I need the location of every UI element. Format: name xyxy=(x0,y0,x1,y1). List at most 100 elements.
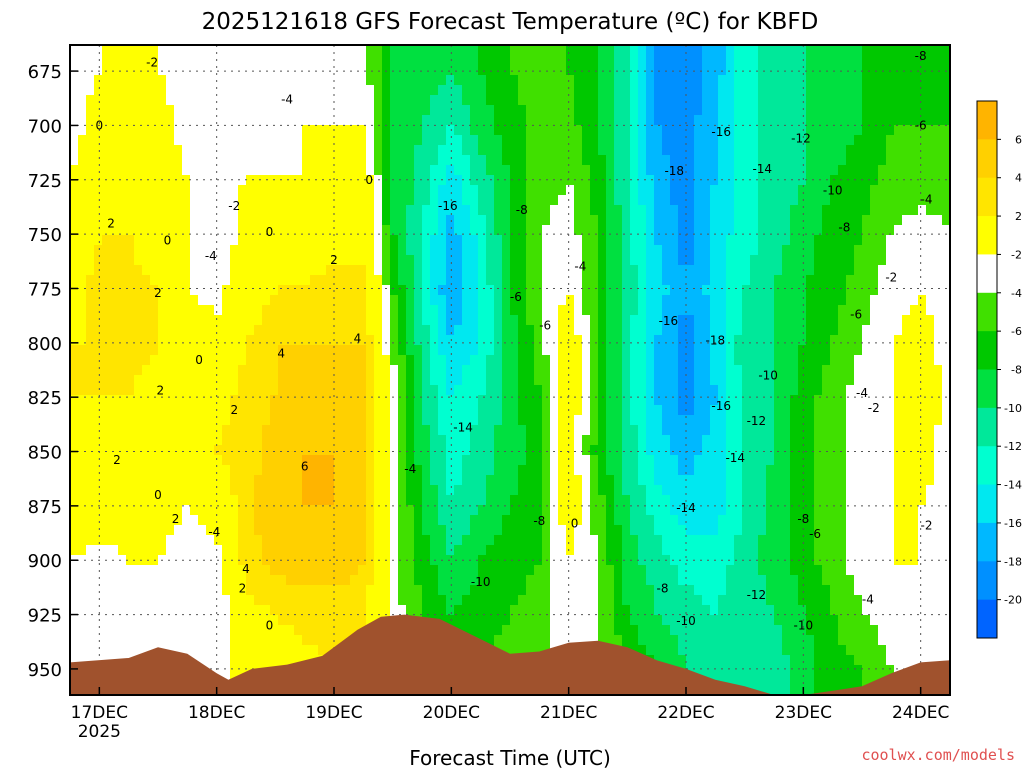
temperature-cell xyxy=(206,355,215,366)
temperature-cell xyxy=(238,325,247,336)
temperature-cell xyxy=(630,175,639,186)
temperature-cell xyxy=(670,405,679,416)
temperature-cell xyxy=(646,415,655,426)
temperature-cell xyxy=(470,285,479,296)
temperature-cell xyxy=(582,255,591,266)
temperature-cell xyxy=(374,305,383,316)
temperature-cell xyxy=(222,565,231,576)
temperature-cell xyxy=(510,415,519,426)
temperature-cell xyxy=(670,325,679,336)
temperature-cell xyxy=(638,455,647,466)
temperature-cell xyxy=(198,575,207,586)
temperature-cell xyxy=(86,205,95,216)
temperature-cell xyxy=(118,95,127,106)
temperature-cell xyxy=(334,115,343,126)
temperature-cell xyxy=(630,205,639,216)
temperature-cell xyxy=(470,355,479,366)
temperature-cell xyxy=(350,295,359,306)
temperature-cell xyxy=(326,425,335,436)
temperature-cell xyxy=(374,605,383,616)
temperature-cell xyxy=(94,335,103,346)
temperature-cell xyxy=(214,115,223,126)
temperature-cell xyxy=(254,455,263,466)
temperature-cell xyxy=(142,415,151,426)
temperature-cell xyxy=(566,445,575,456)
temperature-cell xyxy=(582,85,591,96)
temperature-cell xyxy=(318,175,327,186)
temperature-cell xyxy=(374,155,383,166)
temperature-cell xyxy=(350,425,359,436)
temperature-cell xyxy=(558,375,567,386)
temperature-cell xyxy=(350,235,359,246)
temperature-cell xyxy=(566,575,575,586)
temperature-cell xyxy=(222,595,231,606)
temperature-cell xyxy=(230,525,239,536)
temperature-cell xyxy=(630,55,639,66)
temperature-cell xyxy=(414,75,423,86)
temperature-cell xyxy=(446,415,455,426)
temperature-cell xyxy=(278,245,287,256)
temperature-cell xyxy=(478,425,487,436)
temperature-cell xyxy=(222,515,231,526)
temperature-cell xyxy=(326,195,335,206)
temperature-cell xyxy=(614,485,623,496)
temperature-cell xyxy=(110,505,119,516)
temperature-cell xyxy=(190,635,199,646)
temperature-cell xyxy=(70,495,79,506)
temperature-cell xyxy=(222,295,231,306)
temperature-cell xyxy=(246,445,255,456)
temperature-cell xyxy=(254,95,263,106)
temperature-cell xyxy=(438,305,447,316)
temperature-cell xyxy=(390,185,399,196)
temperature-cell xyxy=(134,65,143,76)
temperature-cell xyxy=(326,335,335,346)
temperature-cell xyxy=(286,85,295,96)
temperature-cell xyxy=(254,55,263,66)
temperature-cell xyxy=(334,385,343,396)
temperature-cell xyxy=(270,505,279,516)
temperature-cell xyxy=(134,95,143,106)
temperature-cell xyxy=(174,265,183,276)
temperature-cell xyxy=(494,165,503,176)
temperature-cell xyxy=(534,255,543,266)
temperature-cell xyxy=(110,145,119,156)
temperature-cell xyxy=(302,95,311,106)
temperature-cell xyxy=(278,515,287,526)
temperature-cell xyxy=(414,65,423,76)
temperature-cell xyxy=(174,275,183,286)
temperature-cell xyxy=(646,455,655,466)
temperature-cell xyxy=(566,385,575,396)
temperature-cell xyxy=(382,545,391,556)
temperature-cell xyxy=(318,155,327,166)
temperature-cell xyxy=(606,355,615,366)
temperature-cell xyxy=(214,575,223,586)
temperature-cell xyxy=(214,615,223,626)
temperature-cell xyxy=(606,85,615,96)
temperature-cell xyxy=(502,585,511,596)
temperature-cell xyxy=(654,425,663,436)
temperature-cell xyxy=(94,575,103,586)
temperature-cell xyxy=(166,65,175,76)
temperature-cell xyxy=(326,545,335,556)
temperature-cell xyxy=(198,465,207,476)
temperature-cell xyxy=(478,565,487,576)
temperature-cell xyxy=(486,105,495,116)
temperature-cell xyxy=(342,105,351,116)
temperature-cell xyxy=(614,635,623,646)
temperature-cell xyxy=(678,365,687,376)
temperature-cell xyxy=(94,535,103,546)
temperature-cell xyxy=(214,595,223,606)
temperature-cell xyxy=(550,315,559,326)
temperature-cell xyxy=(374,85,383,96)
temperature-cell xyxy=(430,435,439,446)
temperature-cell xyxy=(126,535,135,546)
temperature-cell xyxy=(662,445,671,456)
temperature-cell xyxy=(86,85,95,96)
temperature-cell xyxy=(398,135,407,146)
temperature-cell xyxy=(558,55,567,66)
temperature-cell xyxy=(310,55,319,66)
temperature-cell xyxy=(310,325,319,336)
temperature-cell xyxy=(502,95,511,106)
temperature-cell xyxy=(622,265,631,276)
temperature-cell xyxy=(550,265,559,276)
